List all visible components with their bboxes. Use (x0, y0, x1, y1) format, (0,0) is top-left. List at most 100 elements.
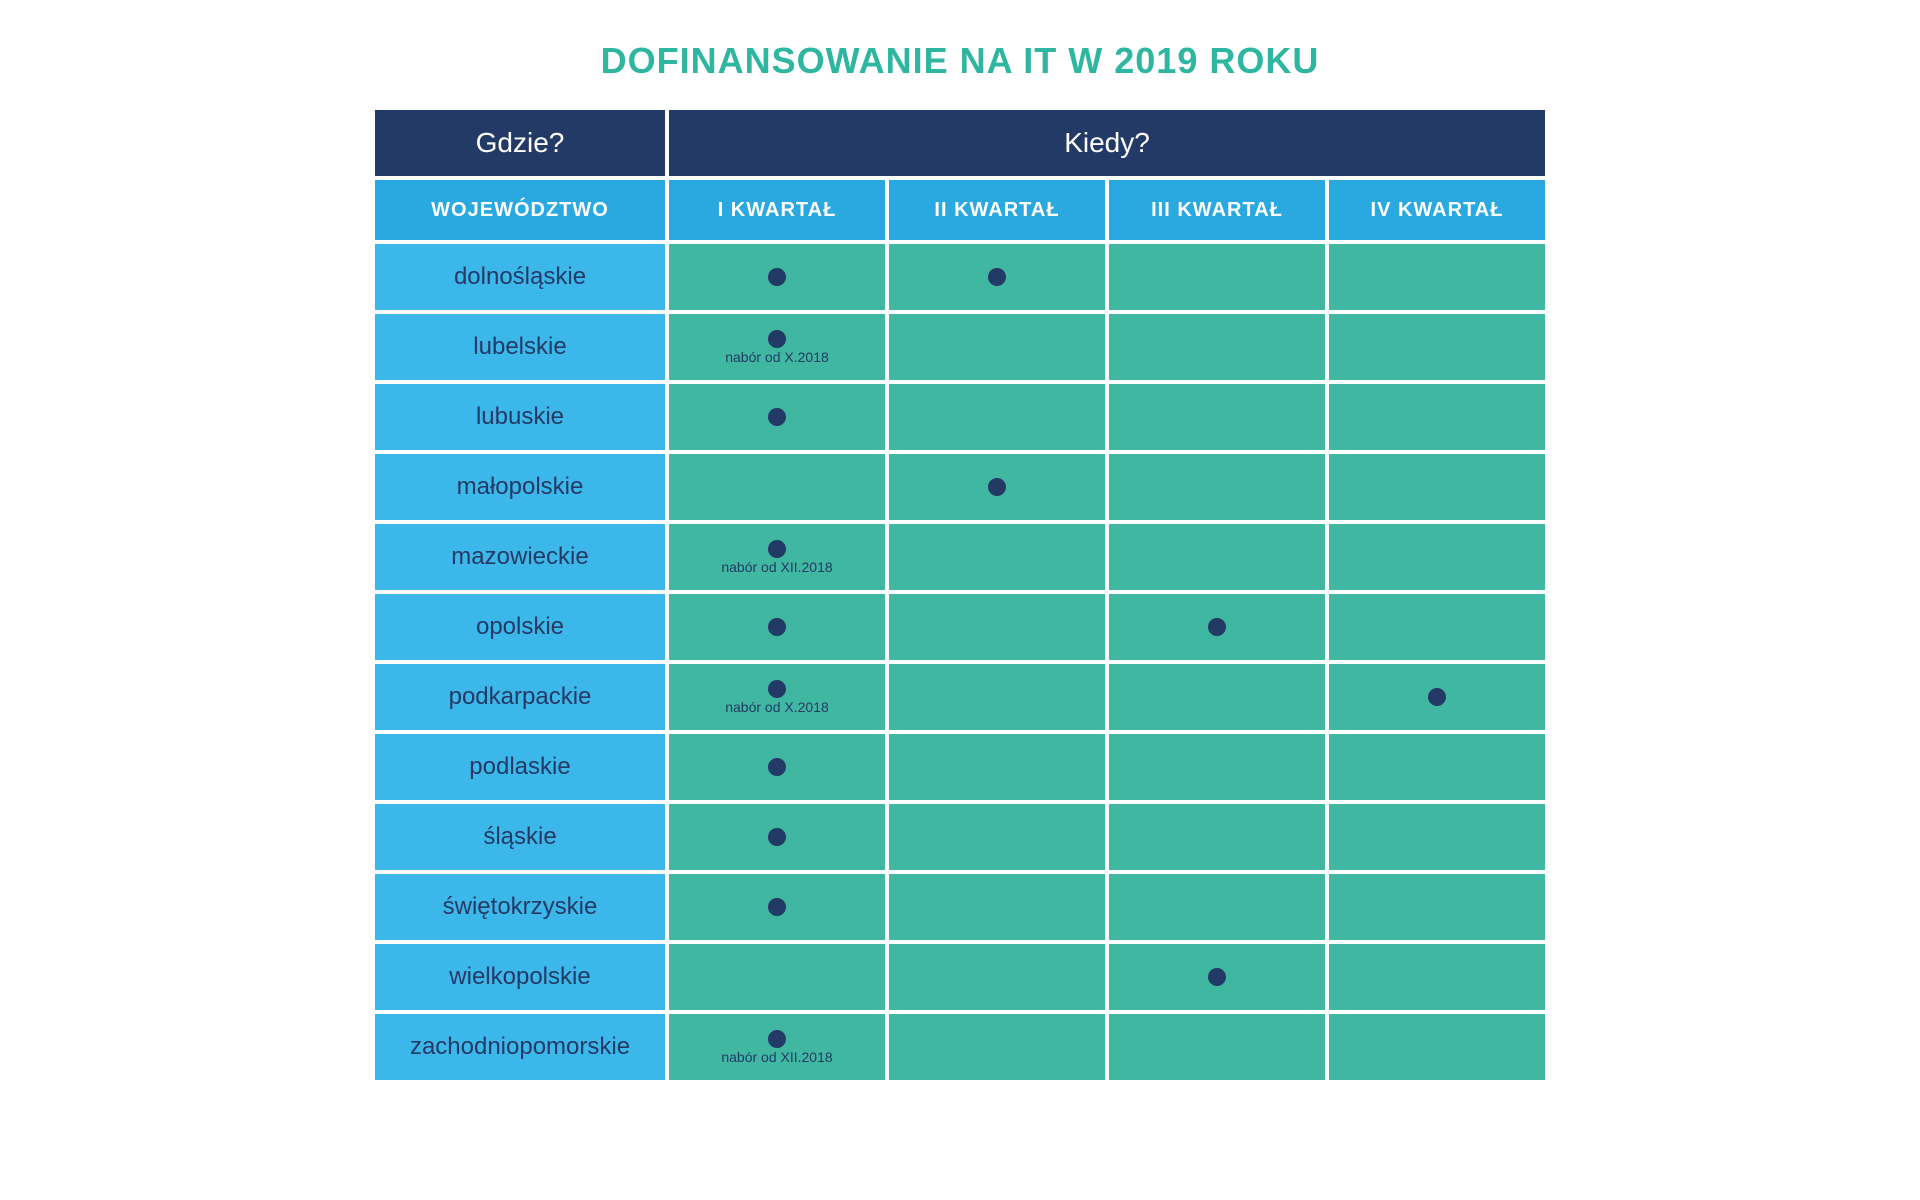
row-label: dolnośląskie (375, 244, 665, 310)
dot-icon (768, 408, 786, 426)
data-cell-q2 (889, 244, 1105, 310)
data-cell-q2 (889, 804, 1105, 870)
sub-header-row: WOJEWÓDZTWO I KWARTAŁ II KWARTAŁ III KWA… (375, 180, 1545, 240)
dot-icon (988, 478, 1006, 496)
top-header-where: Gdzie? (375, 110, 665, 176)
data-cell-q3 (1109, 454, 1325, 520)
data-cell-q3 (1109, 804, 1325, 870)
cell-note: nabór od X.2018 (725, 700, 829, 714)
data-cell-q3 (1109, 384, 1325, 450)
row-label: mazowieckie (375, 524, 665, 590)
data-cell-q3 (1109, 1014, 1325, 1080)
data-cell-q2 (889, 524, 1105, 590)
dot-icon (768, 680, 786, 698)
data-cell-q1: nabór od XII.2018 (669, 524, 885, 590)
data-cell-q4 (1329, 524, 1545, 590)
data-cell-q1 (669, 734, 885, 800)
data-cell-q2 (889, 384, 1105, 450)
data-cell-q1 (669, 594, 885, 660)
data-cell-q4 (1329, 384, 1545, 450)
data-cell-q3 (1109, 524, 1325, 590)
dot-icon (768, 618, 786, 636)
table-row: dolnośląskie (375, 244, 1545, 310)
row-label: zachodniopomorskie (375, 1014, 665, 1080)
data-cell-q2 (889, 664, 1105, 730)
row-label: świętokrzyskie (375, 874, 665, 940)
row-label: wielkopolskie (375, 944, 665, 1010)
table-body: dolnośląskielubelskie nabór od X.2018 lubu… (375, 244, 1545, 1080)
dot-icon (768, 540, 786, 558)
data-cell-q4 (1329, 944, 1545, 1010)
row-label: lubuskie (375, 384, 665, 450)
table-row: lubuskie (375, 384, 1545, 450)
data-cell-q2 (889, 314, 1105, 380)
data-cell-q4 (1329, 594, 1545, 660)
dot-icon (768, 828, 786, 846)
subheader-q4: IV KWARTAŁ (1329, 180, 1545, 240)
data-cell-q4 (1329, 1014, 1545, 1080)
table-row: świętokrzyskie (375, 874, 1545, 940)
data-cell-q1 (669, 384, 885, 450)
dot-icon (768, 268, 786, 286)
row-label: podlaskie (375, 734, 665, 800)
data-cell-q1 (669, 454, 885, 520)
data-cell-q1: nabór od XII.2018 (669, 1014, 885, 1080)
data-cell-q1 (669, 944, 885, 1010)
data-cell-q3 (1109, 944, 1325, 1010)
data-cell-q1: nabór od X.2018 (669, 314, 885, 380)
data-cell-q4 (1329, 734, 1545, 800)
subheader-q3: III KWARTAŁ (1109, 180, 1325, 240)
data-cell-q3 (1109, 664, 1325, 730)
cell-note: nabór od XII.2018 (721, 1050, 832, 1064)
data-cell-q3 (1109, 734, 1325, 800)
row-label: podkarpackie (375, 664, 665, 730)
dot-icon (768, 330, 786, 348)
dot-icon (988, 268, 1006, 286)
data-cell-q4 (1329, 314, 1545, 380)
dot-icon (1208, 968, 1226, 986)
dot-icon (768, 898, 786, 916)
table-row: śląskie (375, 804, 1545, 870)
data-cell-q2 (889, 874, 1105, 940)
data-cell-q2 (889, 734, 1105, 800)
table-row: wielkopolskie (375, 944, 1545, 1010)
data-cell-q3 (1109, 874, 1325, 940)
table-row: zachodniopomorskie nabór od XII.2018 (375, 1014, 1545, 1080)
data-cell-q2 (889, 454, 1105, 520)
data-cell-q3 (1109, 314, 1325, 380)
cell-note: nabór od XII.2018 (721, 560, 832, 574)
table-row: lubelskie nabór od X.2018 (375, 314, 1545, 380)
data-cell-q3 (1109, 244, 1325, 310)
data-cell-q4 (1329, 454, 1545, 520)
data-cell-q1 (669, 804, 885, 870)
top-header-when: Kiedy? (669, 110, 1545, 176)
subheader-label: WOJEWÓDZTWO (375, 180, 665, 240)
data-cell-q1: nabór od X.2018 (669, 664, 885, 730)
row-label: śląskie (375, 804, 665, 870)
table-row: mazowieckie nabór od XII.2018 (375, 524, 1545, 590)
dot-icon (768, 1030, 786, 1048)
dot-icon (1428, 688, 1446, 706)
page-title: DOFINANSOWANIE NA IT W 2019 ROKU (601, 40, 1320, 82)
table-row: podkarpackie nabór od X.2018 (375, 664, 1545, 730)
data-cell-q2 (889, 944, 1105, 1010)
row-label: opolskie (375, 594, 665, 660)
cell-note: nabór od X.2018 (725, 350, 829, 364)
dot-icon (768, 758, 786, 776)
table-row: podlaskie (375, 734, 1545, 800)
subheader-q1: I KWARTAŁ (669, 180, 885, 240)
data-cell-q1 (669, 874, 885, 940)
data-cell-q4 (1329, 804, 1545, 870)
row-label: lubelskie (375, 314, 665, 380)
data-cell-q2 (889, 594, 1105, 660)
data-cell-q4 (1329, 874, 1545, 940)
data-cell-q1 (669, 244, 885, 310)
data-cell-q4 (1329, 244, 1545, 310)
row-label: małopolskie (375, 454, 665, 520)
data-cell-q3 (1109, 594, 1325, 660)
funding-table: Gdzie? Kiedy? WOJEWÓDZTWO I KWARTAŁ II K… (371, 106, 1549, 1084)
table-row: małopolskie (375, 454, 1545, 520)
top-header-row: Gdzie? Kiedy? (375, 110, 1545, 176)
dot-icon (1208, 618, 1226, 636)
subheader-q2: II KWARTAŁ (889, 180, 1105, 240)
